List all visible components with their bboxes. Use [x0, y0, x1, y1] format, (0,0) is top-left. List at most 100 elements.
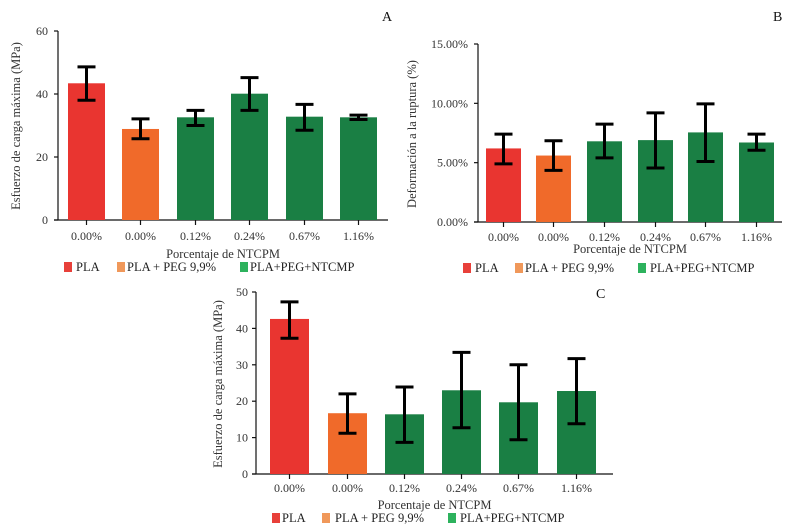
x-tick-label: 1.16%: [741, 230, 772, 244]
error-bar: [544, 139, 563, 172]
x-tick-label: 0.00%: [488, 230, 519, 244]
y-tick-label: 5.00%: [437, 156, 468, 170]
bar: [122, 128, 159, 220]
panel-letter: B: [773, 10, 782, 25]
error-bar: [747, 132, 766, 152]
x-tick-label: 0.24%: [640, 230, 671, 244]
bar: [177, 117, 214, 220]
chart-panel-a: A 0 20 40 60 Esfuerzo de carga máxima (MPa) 0.…: [9, 10, 393, 274]
error-bar: [509, 363, 528, 442]
legend-label: PLA+PEG+NTCMP: [460, 511, 564, 525]
error-bar: [338, 392, 357, 435]
y-tick-label: 20: [36, 150, 48, 164]
error-bar: [349, 113, 368, 122]
legend-label: PLA+PEG+NTCMP: [250, 260, 354, 274]
bar: [286, 116, 323, 220]
error-bar: [646, 111, 665, 170]
bar: [68, 83, 105, 220]
x-tick-label: 0.67%: [690, 230, 721, 244]
y-tick-label: 40: [36, 87, 48, 101]
legend-item: PLA+PEG+NTCMP: [448, 511, 564, 525]
x-tick-label: 1.16%: [343, 229, 374, 243]
chart-panel-b: B 0.00% 5.00% 10.00% 15.00% Deformación a la …: [405, 10, 782, 275]
error-bar: [77, 65, 96, 102]
legend-item: PLA + PEG 9,9%: [515, 261, 614, 275]
y-tick-label: 40: [236, 321, 248, 335]
error-bar: [696, 102, 715, 163]
legend-label: PLA: [475, 261, 499, 275]
y-tick-label: 20: [236, 394, 248, 408]
error-bar: [186, 108, 205, 127]
legend-label: PLA+PEG+NTCMP: [650, 261, 754, 275]
x-tick-label: 0.00%: [274, 481, 305, 495]
legend-item: PLA: [64, 260, 100, 274]
x-tick-label: 0.00%: [125, 229, 156, 243]
error-bar: [280, 300, 299, 340]
x-tick-label: 0.24%: [234, 229, 265, 243]
legend-swatch: [322, 513, 330, 523]
bar: [270, 318, 309, 474]
legend-swatch: [638, 263, 646, 273]
legend: PLA PLA + PEG 9,9% PLA+PEG+NTCMP: [272, 511, 564, 525]
bar: [739, 142, 774, 222]
legend-item: PLA + PEG 9,9%: [322, 511, 424, 525]
legend-item: PLA+PEG+NTCMP: [638, 261, 754, 275]
bar: [231, 93, 268, 220]
bar: [340, 117, 377, 220]
y-tick-label: 30: [236, 358, 248, 372]
legend-label: PLA + PEG 9,9%: [335, 511, 424, 525]
error-bar: [494, 132, 513, 166]
error-bar: [131, 117, 150, 141]
y-axis-title: Esfuerzo de carga máxima (MPa): [9, 42, 23, 210]
legend-swatch: [448, 513, 456, 523]
x-axis-title: Porcentaje de NTCPM: [378, 498, 492, 512]
y-axis-title: Deformación a la ruptura (%): [405, 60, 419, 208]
x-tick-label: 0.67%: [289, 229, 320, 243]
legend-label: PLA: [282, 511, 306, 525]
legend-swatch: [515, 263, 523, 273]
x-tick-label: 0.00%: [332, 481, 363, 495]
y-tick-label: 10.00%: [431, 96, 468, 110]
legend-swatch: [117, 262, 125, 272]
legend-item: PLA+PEG+NTCMP: [240, 260, 354, 274]
error-bar: [452, 350, 471, 430]
x-tick-label: 0.00%: [71, 229, 102, 243]
chart-panel-c: C 0 10 20 30 40 50 Esfuerzo de carga máxima (MP…: [211, 285, 613, 525]
x-tick-label: 0.67%: [503, 481, 534, 495]
legend-label: PLA: [76, 260, 100, 274]
y-tick-label: 0: [242, 467, 248, 481]
legend-item: PLA: [463, 261, 499, 275]
error-bar: [567, 357, 586, 426]
x-tick-label: 1.16%: [561, 481, 592, 495]
x-tick-label: 0.24%: [446, 481, 477, 495]
x-axis-title: Porcentaje de NTCPM: [573, 242, 687, 256]
error-bar: [395, 385, 414, 444]
y-axis-title: Esfuerzo de carga máxima (MPa): [211, 300, 225, 468]
legend-swatch: [240, 262, 248, 272]
x-tick-label: 0.12%: [589, 230, 620, 244]
y-tick-label: 50: [236, 285, 248, 299]
y-tick-label: 60: [36, 24, 48, 38]
y-tick-label: 15.00%: [431, 37, 468, 51]
error-bar: [240, 76, 259, 112]
x-tick-label: 0.12%: [389, 481, 420, 495]
error-bar: [595, 122, 614, 160]
x-tick-label: 0.12%: [180, 229, 211, 243]
legend-swatch: [463, 263, 471, 273]
panel-letter: A: [382, 10, 393, 25]
y-tick-label: 10: [236, 431, 248, 445]
legend-label: PLA + PEG 9,9%: [127, 260, 216, 274]
x-tick-label: 0.00%: [538, 230, 569, 244]
panel-letter: C: [596, 287, 605, 302]
legend-swatch: [64, 262, 72, 272]
legend-swatch: [272, 513, 280, 523]
legend: PLA PLA + PEG 9,9% PLA+PEG+NTCMP: [463, 261, 754, 275]
legend: PLA PLA + PEG 9,9% PLA+PEG+NTCMP: [64, 260, 354, 274]
legend-item: PLA: [272, 511, 306, 525]
y-tick-label: 0: [42, 213, 48, 227]
error-bar: [295, 102, 314, 132]
y-tick-label: 0.00%: [437, 215, 468, 229]
legend-label: PLA + PEG 9,9%: [525, 261, 614, 275]
legend-item: PLA + PEG 9,9%: [117, 260, 216, 274]
